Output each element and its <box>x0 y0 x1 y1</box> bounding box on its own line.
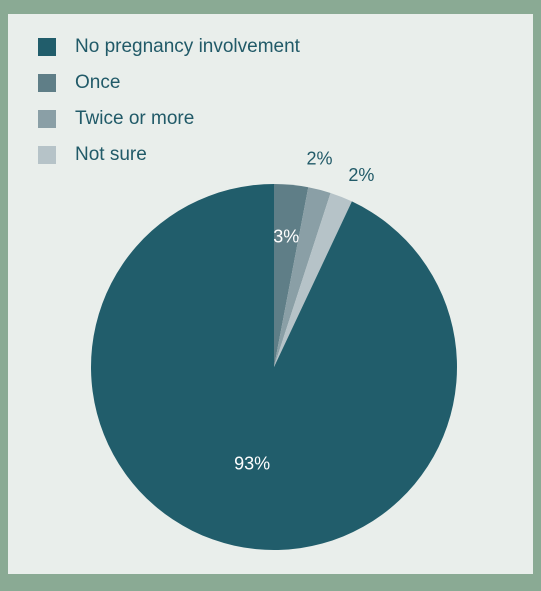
bottom-frame-band <box>0 574 541 591</box>
legend-swatch <box>38 110 56 128</box>
pie-data-label: 3% <box>273 226 299 246</box>
pie-slice-no-pregnancy-involvement <box>90 184 457 550</box>
legend-label: Twice or more <box>75 108 195 129</box>
legend-swatch <box>38 38 56 56</box>
legend-label: Not sure <box>75 144 147 165</box>
pie-slice-once <box>274 184 309 367</box>
pie-slice-not-sure <box>274 192 352 367</box>
legend-label: Once <box>75 72 121 93</box>
pie-data-label: 2% <box>307 149 333 169</box>
legend-swatch <box>38 146 56 164</box>
pie-chart: 3% 2% 2% 93% <box>90 149 457 550</box>
chart-panel: No pregnancy involvement Once Twice or m… <box>8 14 533 574</box>
top-frame-band <box>0 0 541 14</box>
legend-swatch <box>38 74 56 92</box>
pie-data-label: 93% <box>234 453 270 473</box>
pie-slice-twice-or-more <box>274 187 331 367</box>
pie-data-label: 2% <box>348 165 374 185</box>
legend-label: No pregnancy involvement <box>75 36 300 57</box>
